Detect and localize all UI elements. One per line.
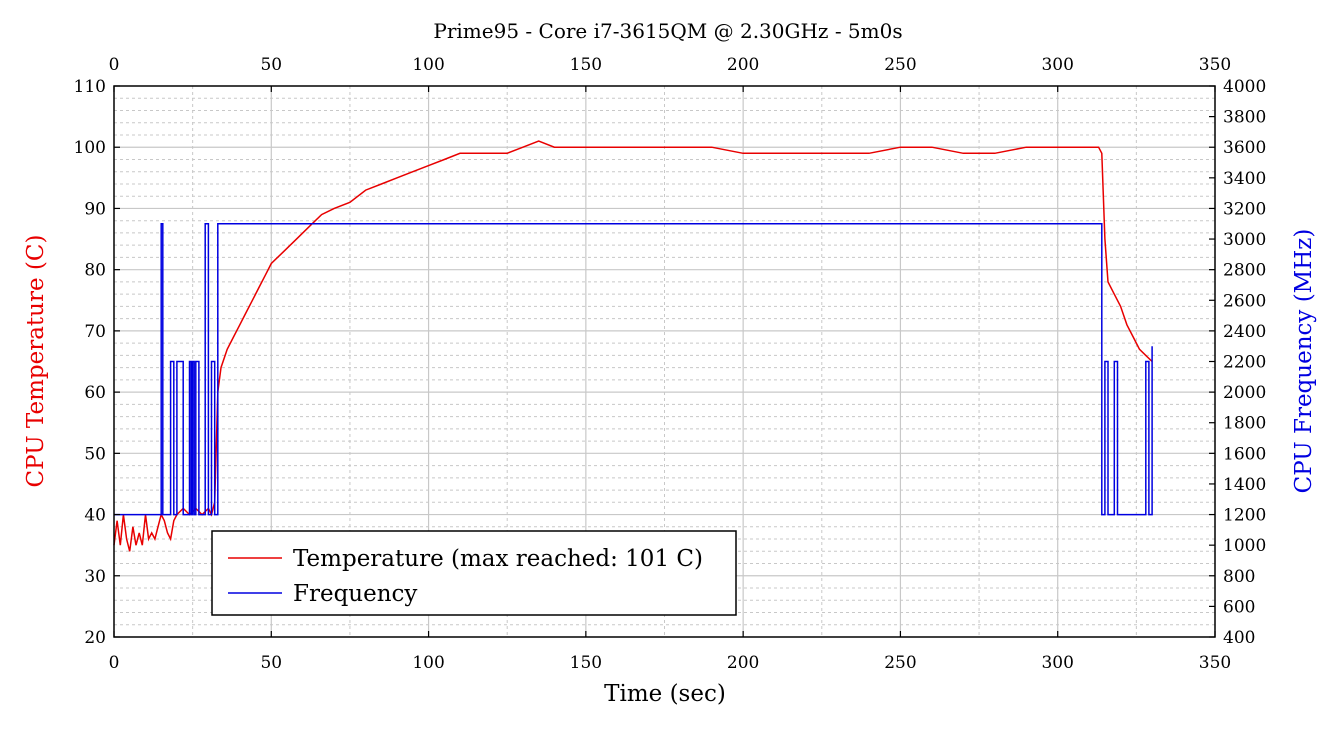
y2-tick-label: 2600 xyxy=(1223,291,1266,311)
y2-tick-label: 400 xyxy=(1223,628,1255,648)
legend: Temperature (max reached: 101 C) Frequen… xyxy=(211,530,737,616)
chart-title: Prime95 - Core i7-3615QM @ 2.30GHz - 5m0… xyxy=(433,19,902,43)
x-top-tick-label: 350 xyxy=(1199,55,1231,75)
y-tick-label: 40 xyxy=(84,506,106,526)
legend-label-temperature: Temperature (max reached: 101 C) xyxy=(293,546,703,572)
y2-tick-label: 600 xyxy=(1223,597,1255,617)
y2-tick-label: 2200 xyxy=(1223,353,1266,373)
x-tick-label: 100 xyxy=(412,653,444,673)
y2-tick-label: 3800 xyxy=(1223,108,1266,128)
y2-axis-label: CPU Frequency (MHz) xyxy=(1291,229,1317,494)
x-tick-label: 350 xyxy=(1199,653,1231,673)
y-axis-label: CPU Temperature (C) xyxy=(23,235,49,488)
x-tick-label: 0 xyxy=(109,653,120,673)
y2-tick-label: 4000 xyxy=(1223,77,1266,97)
x-tick-label: 300 xyxy=(1041,653,1073,673)
y-tick-label: 60 xyxy=(84,383,106,403)
x-top-tick-label: 250 xyxy=(884,55,916,75)
y-tick-label: 100 xyxy=(74,138,106,158)
y2-tick-label: 1400 xyxy=(1223,475,1266,495)
y2-tick-label: 2000 xyxy=(1223,383,1266,403)
series-line-temperature xyxy=(113,140,1153,552)
y-tick-label: 70 xyxy=(84,322,106,342)
y-tick-label: 90 xyxy=(84,199,106,219)
y-tick-label: 30 xyxy=(84,567,106,587)
series-line-frequency xyxy=(114,223,1153,516)
y2-tick-label: 2800 xyxy=(1223,261,1266,281)
minor-grid xyxy=(114,86,1215,637)
tick-marks xyxy=(113,85,1216,638)
y2-tick-label: 3600 xyxy=(1223,138,1266,158)
x-top-tick-label: 300 xyxy=(1041,55,1073,75)
y2-tick-label: 3200 xyxy=(1223,199,1266,219)
y-tick-label: 80 xyxy=(84,261,106,281)
legend-label-frequency: Frequency xyxy=(293,581,417,607)
x-top-tick-label: 150 xyxy=(570,55,602,75)
y2-tick-label: 1000 xyxy=(1223,536,1266,556)
x-tick-label: 50 xyxy=(260,653,282,673)
x-top-tick-label: 0 xyxy=(109,55,120,75)
legend-box xyxy=(211,530,737,616)
x-tick-label: 250 xyxy=(884,653,916,673)
y2-tick-label: 1200 xyxy=(1223,506,1266,526)
y-tick-label: 110 xyxy=(74,77,106,97)
y2-tick-label: 3400 xyxy=(1223,169,1266,189)
y2-tick-label: 3000 xyxy=(1223,230,1266,250)
x-tick-label: 200 xyxy=(727,653,759,673)
x-top-tick-label: 200 xyxy=(727,55,759,75)
y-tick-label: 50 xyxy=(84,444,106,464)
series-layer xyxy=(113,140,1153,552)
x-tick-label: 150 xyxy=(570,653,602,673)
y-tick-label: 20 xyxy=(84,628,106,648)
x-top-tick-label: 100 xyxy=(412,55,444,75)
y2-tick-label: 1600 xyxy=(1223,444,1266,464)
y2-tick-label: 800 xyxy=(1223,567,1255,587)
y2-tick-label: 1800 xyxy=(1223,414,1266,434)
x-axis-label: Time (sec) xyxy=(604,681,726,707)
tick-labels: 0 0 50 50 100 100 150 150 200 200 250 250 300 300 350 3… xyxy=(74,55,1267,673)
x-top-tick-label: 50 xyxy=(260,55,282,75)
y2-tick-label: 2400 xyxy=(1223,322,1266,342)
